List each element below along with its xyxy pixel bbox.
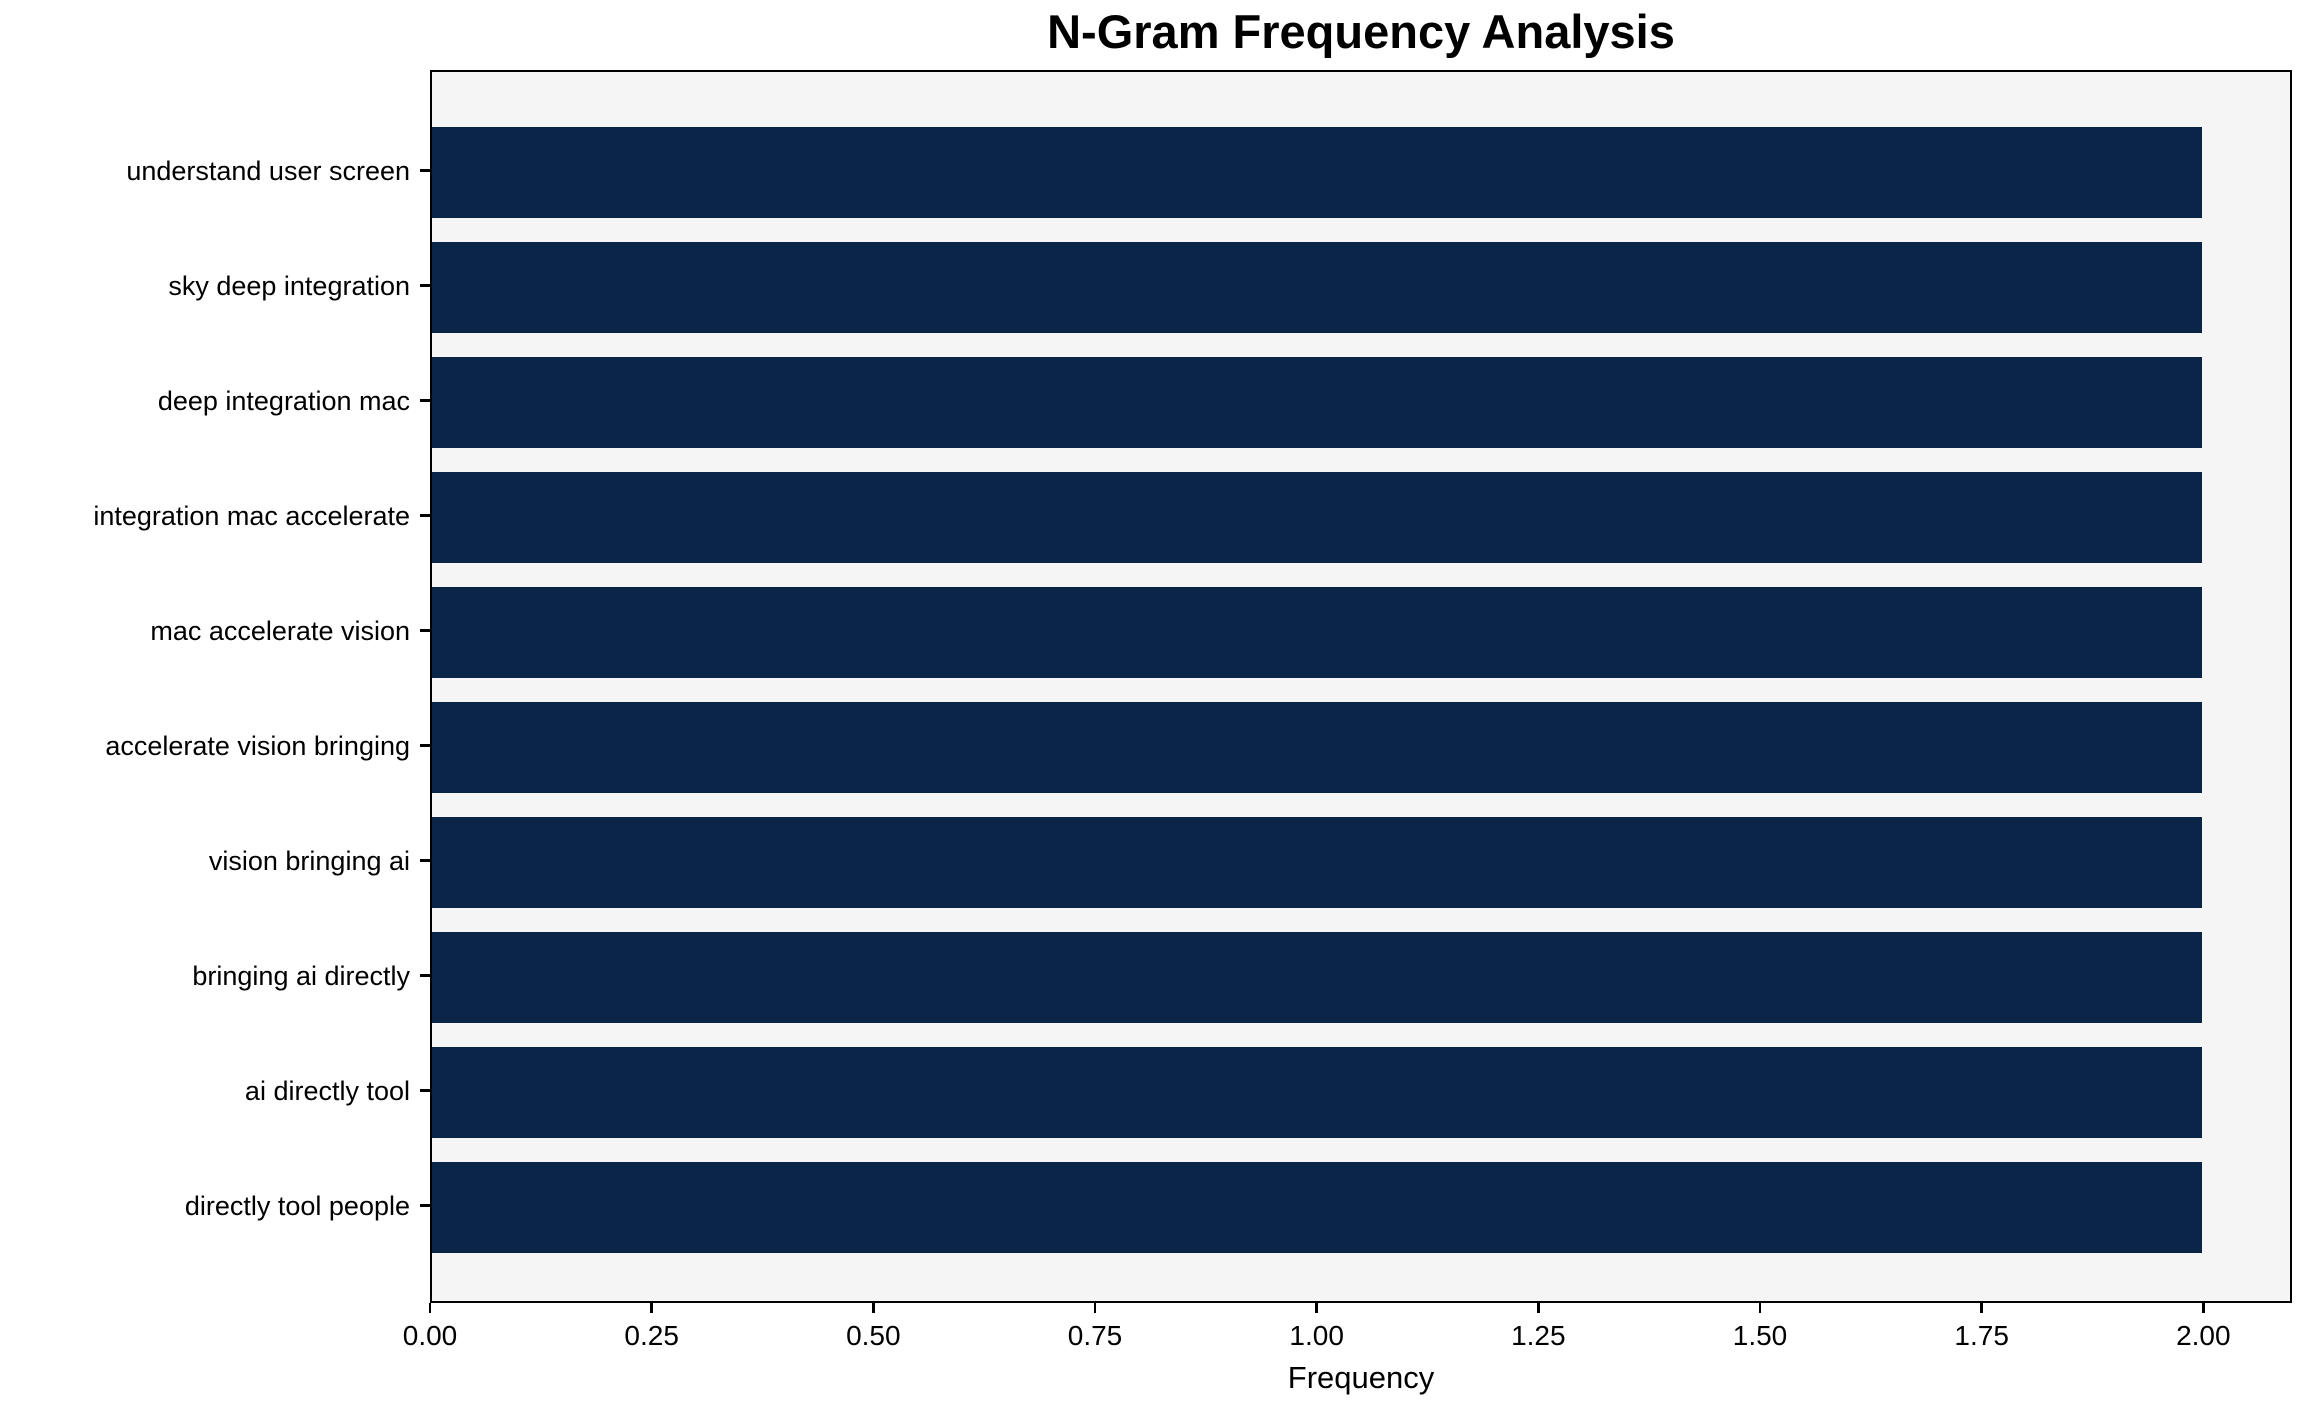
x-tick-mark bbox=[1315, 1303, 1318, 1313]
y-tick-label: sky deep integration bbox=[168, 270, 410, 301]
x-tick-label: 0.00 bbox=[402, 1320, 458, 1351]
y-tick-label: accelerate vision bringing bbox=[105, 730, 410, 761]
bar bbox=[432, 1047, 2202, 1138]
x-tick-label: 1.25 bbox=[1511, 1320, 1566, 1351]
x-tick-mark bbox=[650, 1303, 653, 1313]
x-tick-mark bbox=[1758, 1303, 1762, 1313]
y-tick-label: understand user screen bbox=[126, 155, 410, 186]
y-tick-label: vision bringing ai bbox=[208, 845, 410, 876]
bar bbox=[432, 702, 2202, 793]
y-tick-label: ai directly tool bbox=[244, 1075, 410, 1106]
y-tick-mark bbox=[420, 1204, 430, 1207]
y-tick-mark bbox=[420, 169, 430, 172]
x-tick-mark bbox=[1980, 1303, 1983, 1313]
y-tick-mark bbox=[420, 974, 430, 977]
x-tick-mark bbox=[2202, 1303, 2205, 1313]
y-tick-label: deep integration mac bbox=[157, 385, 410, 416]
x-tick-mark bbox=[428, 1303, 432, 1313]
y-tick-mark bbox=[420, 1089, 430, 1092]
y-tick-mark bbox=[420, 744, 430, 747]
x-tick-mark bbox=[1537, 1303, 1540, 1313]
x-tick-label: 0.50 bbox=[846, 1320, 901, 1351]
y-tick-mark bbox=[420, 399, 430, 402]
bar bbox=[432, 932, 2202, 1023]
y-tick-label: integration mac accelerate bbox=[93, 500, 410, 531]
bar bbox=[432, 1162, 2202, 1253]
bar bbox=[432, 817, 2202, 908]
bar bbox=[432, 357, 2202, 448]
x-tick-mark bbox=[872, 1303, 875, 1313]
x-tick-label: 1.75 bbox=[1954, 1320, 2009, 1351]
bars-container bbox=[432, 72, 2290, 1301]
y-tick-mark bbox=[420, 629, 430, 632]
bar bbox=[432, 472, 2202, 563]
y-tick-mark bbox=[420, 514, 430, 517]
y-tick-label: directly tool people bbox=[184, 1190, 410, 1221]
x-tick-label: 0.25 bbox=[624, 1320, 679, 1351]
plot-area bbox=[430, 70, 2292, 1303]
x-axis-title: Frequency bbox=[1287, 1360, 1435, 1395]
x-tick-label: 1.00 bbox=[1289, 1320, 1344, 1351]
y-tick-mark bbox=[420, 859, 430, 862]
x-tick-label: 2.00 bbox=[2176, 1320, 2231, 1351]
bar bbox=[432, 127, 2202, 218]
bar bbox=[432, 242, 2202, 333]
y-tick-label: mac accelerate vision bbox=[150, 615, 410, 646]
y-tick-label: bringing ai directly bbox=[192, 960, 410, 991]
x-tick-label: 0.75 bbox=[1067, 1320, 1123, 1351]
chart-title: N-Gram Frequency Analysis bbox=[1047, 5, 1675, 58]
x-tick-label: 1.50 bbox=[1732, 1320, 1788, 1351]
bar bbox=[432, 587, 2202, 678]
y-tick-mark bbox=[420, 284, 430, 287]
x-tick-mark bbox=[1093, 1303, 1097, 1313]
